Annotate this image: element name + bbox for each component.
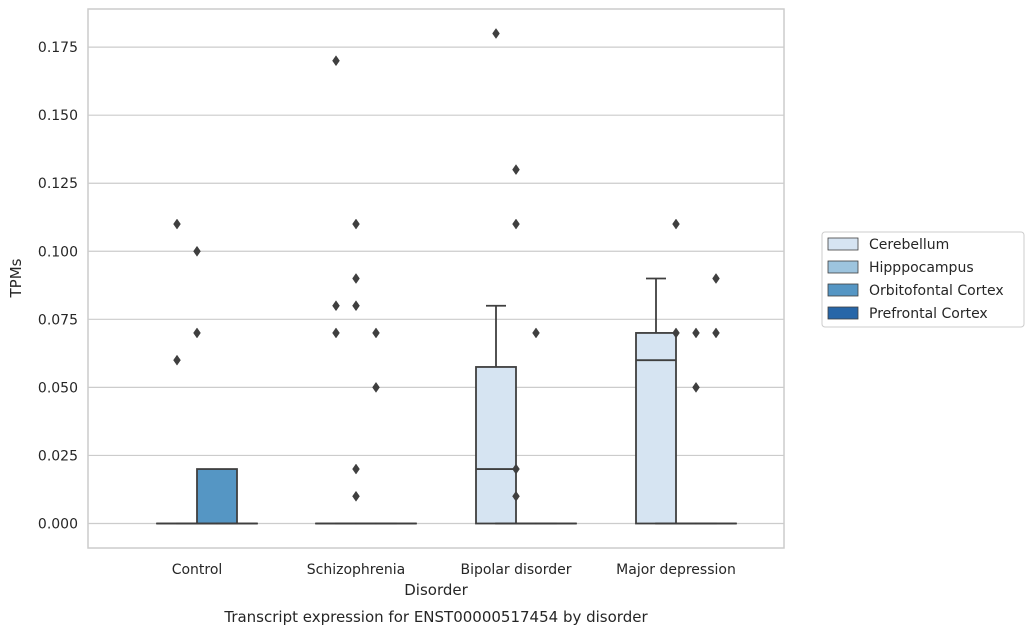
- outlier-point: [672, 218, 680, 230]
- chart-caption: Transcript expression for ENST0000051745…: [223, 608, 648, 626]
- outlier-point: [193, 327, 201, 339]
- outlier-point: [672, 327, 680, 339]
- outlier-point: [173, 218, 181, 230]
- legend-swatch: [827, 260, 859, 274]
- x-tick-labels: Control Schizophrenia Bipolar disorder Majo…: [172, 562, 736, 578]
- box-orbitofontal-cortex: [675, 327, 717, 525]
- outlier-point: [352, 273, 360, 284]
- box-cerebellum: [315, 55, 357, 525]
- outlier-point: [512, 218, 520, 230]
- y-tick-label: 0.050: [38, 380, 78, 396]
- legend: Cerebellum Hipppocampus Orbitofontal Corte…: [821, 231, 1025, 328]
- plot-frame: [87, 8, 785, 549]
- outlier-point: [352, 490, 360, 502]
- x-tick-label: Control: [172, 562, 223, 578]
- legend-label: Prefrontal Cortex: [869, 306, 988, 322]
- box-body: [475, 366, 517, 525]
- x-tick-label: Major depression: [616, 562, 736, 578]
- grid-layer: [88, 46, 784, 525]
- y-tick-label: 0.000: [38, 517, 78, 533]
- outlier-point: [512, 164, 520, 176]
- outlier-point: [692, 381, 700, 393]
- legend-frame: [821, 231, 1025, 328]
- outlier-point: [712, 327, 720, 339]
- y-tick-label: 0.100: [38, 244, 78, 260]
- box-orbitofontal-cortex: [196, 468, 238, 525]
- legend-label: Cerebellum: [869, 237, 949, 253]
- outlier-point: [352, 218, 360, 230]
- box-body: [196, 468, 238, 525]
- legend-swatch: [827, 306, 859, 320]
- box-prefrontal-cortex: [695, 273, 737, 525]
- legend-swatch: [827, 283, 859, 297]
- outlier-point: [492, 28, 500, 39]
- y-tick-label: 0.125: [38, 176, 78, 192]
- y-axis-label: TPMs: [7, 258, 25, 298]
- y-tick-labels: 0.000 0.025 0.050 0.075 0.100 0.125 0.150 0.175: [38, 40, 78, 532]
- outlier-point: [193, 245, 201, 257]
- outlier-point: [352, 463, 360, 475]
- y-tick-label: 0.025: [38, 448, 78, 464]
- box-hipppocampus: [335, 218, 377, 525]
- legend-swatch: [827, 237, 859, 251]
- outlier-point: [692, 327, 700, 339]
- y-tick-label: 0.175: [38, 40, 78, 56]
- box-layer: [156, 28, 737, 525]
- box-orbitofontal-cortex: [515, 327, 557, 525]
- outlier-point: [372, 327, 380, 339]
- x-axis-label: Disorder: [404, 581, 468, 599]
- box-body: [635, 332, 677, 525]
- x-tick-label: Bipolar disorder: [460, 562, 571, 578]
- outlier-point: [332, 55, 340, 67]
- outlier-point: [712, 273, 720, 284]
- outlier-point: [173, 354, 181, 366]
- outlier-point: [352, 300, 360, 312]
- legend-label: Orbitofontal Cortex: [869, 283, 1004, 299]
- outlier-point: [332, 300, 340, 312]
- outlier-point: [332, 327, 340, 339]
- outlier-point: [512, 463, 520, 475]
- outlier-point: [512, 490, 520, 502]
- x-tick-label: Schizophrenia: [307, 562, 405, 578]
- box-cerebellum: [475, 28, 517, 525]
- legend-label: Hipppocampus: [869, 260, 974, 276]
- box-cerebellum: [156, 218, 198, 525]
- outlier-point: [532, 327, 540, 339]
- y-tick-label: 0.075: [38, 312, 78, 328]
- y-tick-label: 0.150: [38, 108, 78, 124]
- box-cerebellum: [635, 277, 677, 525]
- outlier-point: [372, 381, 380, 393]
- box-orbitofontal-cortex: [355, 327, 397, 525]
